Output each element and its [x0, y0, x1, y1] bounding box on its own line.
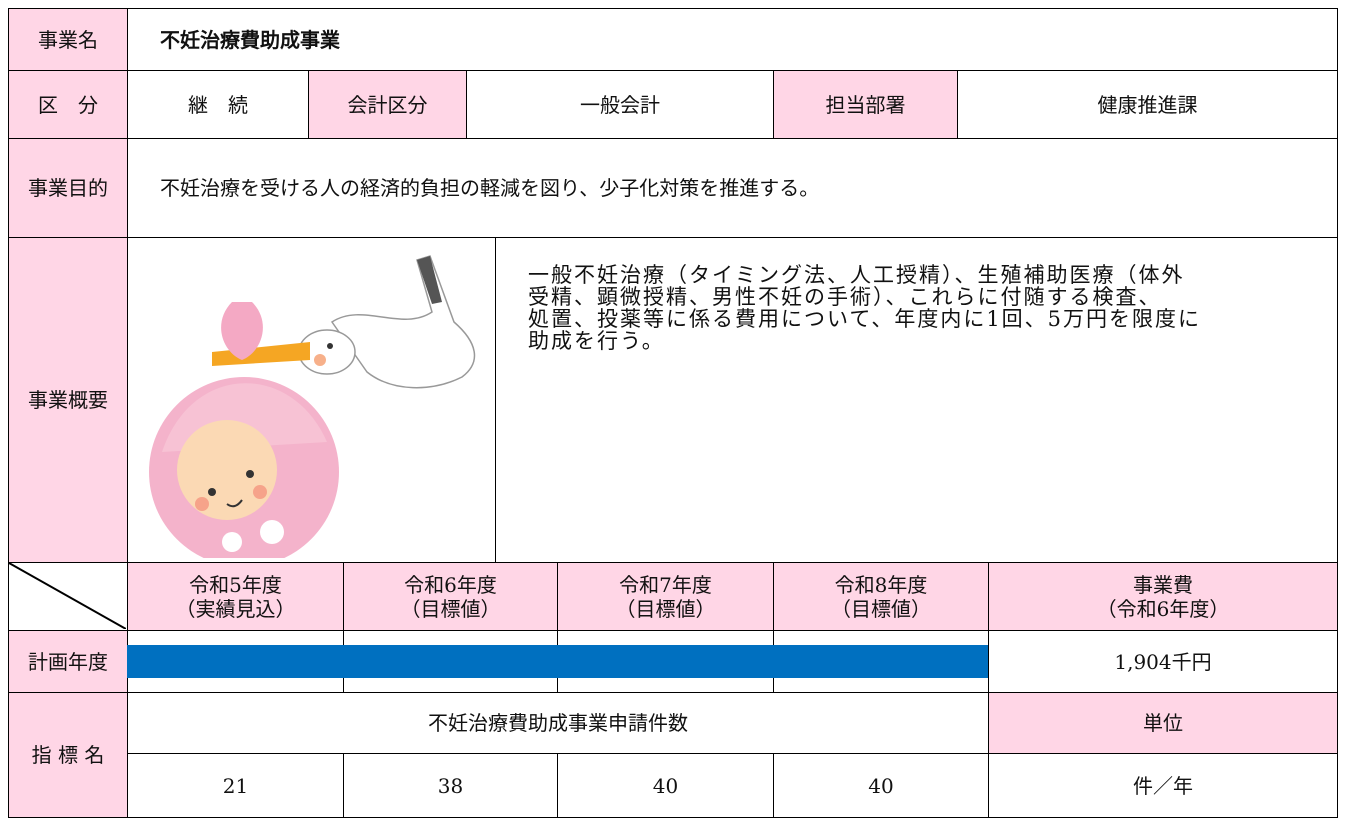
cell: 件／年 [988, 753, 1338, 818]
note: （目標値） [831, 596, 931, 621]
plan-bar [127, 645, 988, 678]
label: 事業目的 [28, 176, 108, 200]
label: 単位 [1143, 711, 1183, 735]
note: （実績見込） [175, 596, 296, 621]
cell: 1,904千円 [988, 630, 1338, 693]
cell: 21 [127, 753, 344, 818]
value: 一般会計 [580, 92, 660, 117]
year: 令和8年度 [834, 572, 928, 597]
value: 一般不妊治療（タイミング法、人工授精）、生殖補助医療（体外 受精、顕微授精、男性… [528, 263, 1202, 353]
label: 事業名 [38, 27, 98, 52]
cell: 担当部署 [773, 70, 958, 139]
title: 事業費 [1133, 572, 1193, 597]
value: 健康推進課 [1097, 92, 1198, 117]
cell: 会計区分 [308, 70, 467, 139]
cell: 事業目的 [8, 138, 128, 238]
cell: 一般会計 [466, 70, 774, 139]
cell: 継 続 [127, 70, 309, 139]
label: 担当部署 [825, 92, 906, 117]
label: 計画年度 [28, 649, 108, 674]
label: 事業概要 [28, 388, 108, 412]
cell: 健康推進課 [957, 70, 1338, 139]
value: 不妊治療費助成事業 [160, 27, 340, 52]
year: 令和7年度 [619, 572, 712, 597]
cell: 40 [557, 753, 774, 818]
cell: 不妊治療費助成事業 [127, 8, 1338, 71]
cell: 令和7年度 （目標値） [557, 562, 774, 631]
image-cell [127, 237, 496, 563]
cell: 令和8年度 （目標値） [773, 562, 989, 631]
cell: 不妊治療を受ける人の経済的負担の軽減を図り、少子化対策を推進する。 [127, 138, 1338, 238]
cell: 令和6年度 （目標値） [343, 562, 558, 631]
label: 会計区分 [347, 92, 428, 117]
note: （目標値） [400, 596, 501, 621]
cell: 事業名 [8, 8, 128, 71]
value: 件／年 [1133, 773, 1193, 798]
note: （目標値） [615, 596, 716, 621]
value: 不妊治療を受ける人の経済的負担の軽減を図り、少子化対策を推進する。 [160, 176, 820, 200]
illustration [148, 255, 475, 558]
cell: 38 [343, 753, 558, 818]
value: 1,904千円 [1114, 649, 1212, 674]
year: 令和5年度 [189, 572, 282, 597]
cell: 事業概要 [8, 237, 128, 563]
cell: 事業費 （令和6年度） [988, 562, 1338, 631]
cell: 一般不妊治療（タイミング法、人工授精）、生殖補助医療（体外 受精、顕微授精、男性… [495, 237, 1338, 563]
note: （令和6年度） [1096, 596, 1230, 621]
label: 指 標 名 [31, 743, 105, 767]
value: 40 [868, 773, 894, 798]
cell: 計画年度 [8, 630, 128, 693]
diagonal [9, 563, 126, 629]
value: 不妊治療費助成事業申請件数 [428, 711, 688, 735]
cell: 令和5年度 （実績見込） [127, 562, 344, 631]
value: 40 [652, 773, 679, 798]
value: 38 [437, 773, 464, 798]
cell: 40 [773, 753, 989, 818]
value: 継 続 [188, 92, 248, 117]
cell: 指 標 名 [8, 692, 128, 818]
value: 21 [222, 773, 249, 798]
diagonal-cell [8, 562, 128, 631]
cell: 区 分 [8, 70, 128, 139]
label: 区 分 [38, 92, 98, 117]
cell: 不妊治療費助成事業申請件数 [127, 692, 989, 754]
year: 令和6年度 [404, 572, 497, 597]
cell: 単位 [988, 692, 1338, 754]
